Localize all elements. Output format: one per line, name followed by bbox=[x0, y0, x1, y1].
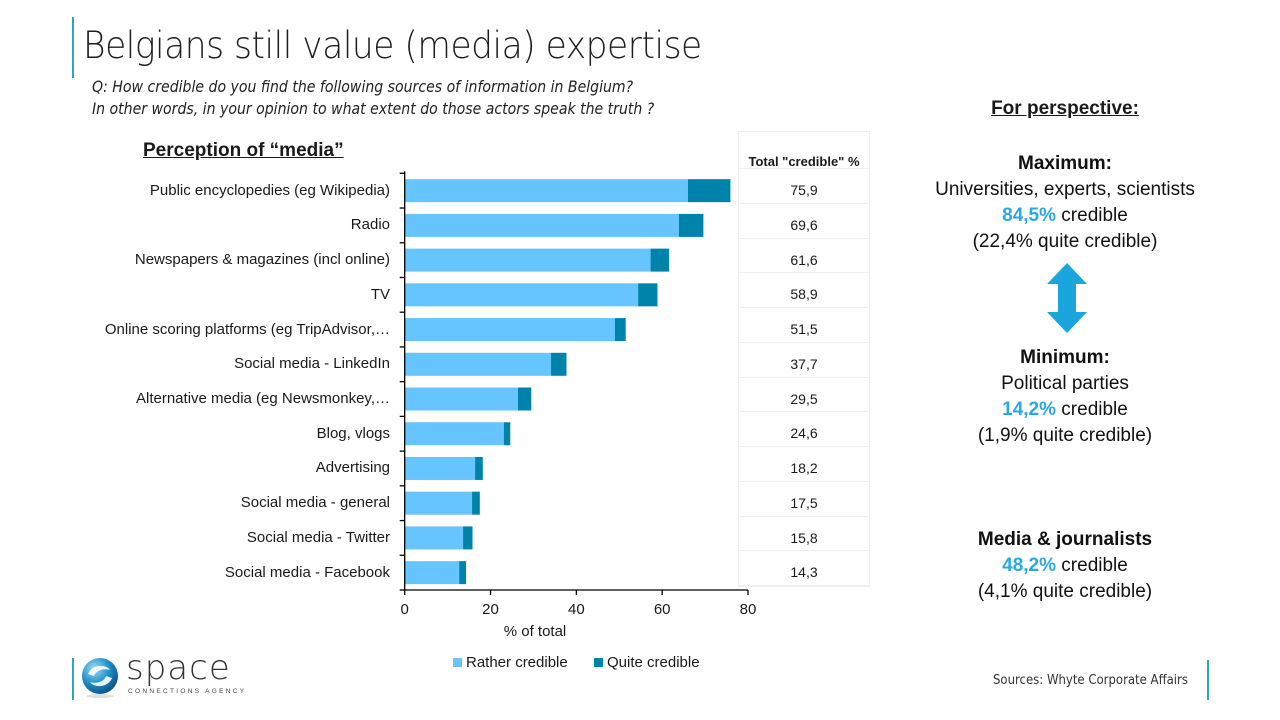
bar-quite-credible bbox=[614, 318, 626, 342]
bar-quite-credible bbox=[475, 456, 483, 480]
media-block: Media & journalists 48,2% credible (4,1%… bbox=[900, 527, 1230, 605]
minimum-subject: Political parties bbox=[1001, 373, 1129, 394]
category-label: Public encyclopedies (eg Wikipedia) bbox=[149, 181, 390, 199]
maximum-pct: 84,5% bbox=[1002, 205, 1057, 226]
double-arrow-icon bbox=[1047, 263, 1087, 333]
x-tick-label: 20 bbox=[482, 601, 499, 618]
totals-table-cell: 37,7 bbox=[739, 343, 869, 378]
perspective-title: For perspective: bbox=[991, 98, 1139, 119]
category-label: Advertising bbox=[315, 459, 390, 477]
category-label: Blog, vlogs bbox=[316, 424, 390, 442]
minimum-block: Minimum: Political parties 14,2% credibl… bbox=[900, 345, 1230, 449]
bar-rather-credible bbox=[404, 456, 476, 480]
title-accent-line bbox=[72, 17, 74, 78]
totals-table-cell: 14,3 bbox=[739, 551, 869, 586]
category-label: Online scoring platforms (eg TripAdvisor… bbox=[104, 320, 390, 338]
minimum-suffix: credible bbox=[1056, 399, 1128, 420]
x-tick-label: 60 bbox=[654, 601, 671, 618]
maximum-credible-line: 84,5% credible bbox=[900, 203, 1230, 229]
media-quite: (4,1% quite credible) bbox=[977, 581, 1153, 602]
x-tick-label: 0 bbox=[401, 601, 409, 618]
bar-quite-credible bbox=[638, 283, 658, 307]
totals-table-body: 75,9 69,6 61,6 58,9 51,5 37,7 29,5 24,6 18,2 17,5… bbox=[739, 169, 869, 586]
totals-table-cell: 61,6 bbox=[739, 239, 869, 274]
category-label: Social media - LinkedIn bbox=[234, 355, 390, 373]
bar-quite-credible bbox=[650, 248, 670, 272]
bar-quite-credible bbox=[678, 213, 704, 237]
maximum-label: Maximum: bbox=[1018, 153, 1112, 174]
minimum-quite: (1,9% quite credible) bbox=[977, 425, 1153, 446]
legend-item-rather-credible: Rather credible bbox=[453, 654, 568, 671]
legend-swatch-quite bbox=[594, 658, 603, 667]
category-label: Social media - Twitter bbox=[246, 528, 390, 546]
bar-rather-credible bbox=[404, 422, 504, 446]
bar-rather-credible bbox=[404, 318, 615, 342]
maximum-block: Maximum: Universities, experts, scientis… bbox=[900, 151, 1230, 255]
bar-rather-credible bbox=[404, 213, 679, 237]
totals-table-cell: 15,8 bbox=[739, 517, 869, 552]
totals-table-header: Total "credible" % bbox=[739, 132, 869, 169]
bar-quite-credible bbox=[517, 387, 532, 411]
media-suffix: credible bbox=[1056, 555, 1128, 576]
totals-table-cell: 51,5 bbox=[739, 308, 869, 343]
category-label: Newspapers & magazines (incl online) bbox=[134, 251, 390, 269]
x-tick-label: 80 bbox=[740, 601, 757, 618]
bar-rather-credible bbox=[404, 491, 473, 515]
x-axis-label: % of total bbox=[503, 623, 567, 640]
totals-table-cell: 24,6 bbox=[739, 412, 869, 447]
logo-tagline: CONNECTIONS AGENCY bbox=[128, 688, 247, 695]
legend-label-quite: Quite credible bbox=[607, 654, 700, 671]
category-label: Social media - Facebook bbox=[224, 563, 390, 581]
source-note: Sources: Whyte Corporate Affairs bbox=[993, 673, 1188, 688]
bar-rather-credible bbox=[404, 179, 688, 203]
totals-table-cell: 17,5 bbox=[739, 482, 869, 517]
bar-rather-credible bbox=[404, 248, 651, 272]
logo-accent-line bbox=[72, 658, 74, 700]
bar-quite-credible bbox=[459, 561, 467, 585]
bar-quite-credible bbox=[551, 352, 567, 376]
question-line-1: Q: How credible do you find the followin… bbox=[92, 77, 634, 96]
legend-swatch-rather bbox=[453, 658, 462, 667]
totals-table-cell: 18,2 bbox=[739, 447, 869, 482]
bar-rather-credible bbox=[404, 387, 518, 411]
bar-quite-credible bbox=[687, 179, 731, 203]
totals-table-cell: 29,5 bbox=[739, 378, 869, 413]
maximum-suffix: credible bbox=[1056, 205, 1128, 226]
category-label: Radio bbox=[350, 216, 390, 234]
question-line-2: In other words, in your opinion to what … bbox=[92, 99, 655, 118]
bar-rather-credible bbox=[404, 283, 639, 307]
totals-table-cell: 58,9 bbox=[739, 273, 869, 308]
category-label: Social media - general bbox=[240, 494, 390, 512]
media-credible-line: 48,2% credible bbox=[900, 553, 1230, 579]
space-logo-icon bbox=[82, 658, 118, 698]
slide-title: Belgians still value (media) expertise bbox=[83, 24, 702, 67]
chart-title: Perception of “media” bbox=[143, 140, 344, 161]
totals-table-cell: 69,6 bbox=[739, 204, 869, 239]
bar-quite-credible bbox=[472, 491, 480, 515]
bar-rather-credible bbox=[404, 526, 464, 550]
source-accent-line bbox=[1207, 660, 1209, 700]
category-label: TV bbox=[370, 285, 390, 303]
bar-quite-credible bbox=[503, 422, 511, 446]
bar-quite-credible bbox=[463, 526, 473, 550]
x-tick-label: 40 bbox=[568, 601, 585, 618]
legend-item-quite-credible: Quite credible bbox=[594, 654, 700, 671]
totals-table: Total "credible" % 75,9 69,6 61,6 58,9 51,5 3… bbox=[738, 131, 870, 587]
bar-rather-credible bbox=[404, 352, 552, 376]
minimum-credible-line: 14,2% credible bbox=[900, 397, 1230, 423]
category-label: Alternative media (eg Newsmonkey,… bbox=[136, 390, 390, 407]
totals-table-cell: 75,9 bbox=[739, 169, 869, 204]
legend-label-rather: Rather credible bbox=[466, 654, 568, 671]
maximum-quite: (22,4% quite credible) bbox=[972, 231, 1158, 252]
maximum-subject: Universities, experts, scientists bbox=[935, 179, 1195, 200]
media-pct: 48,2% bbox=[1002, 555, 1057, 576]
logo-wordmark: space bbox=[126, 648, 231, 688]
media-label: Media & journalists bbox=[977, 529, 1153, 550]
minimum-label: Minimum: bbox=[1020, 347, 1110, 368]
bar-rather-credible bbox=[404, 561, 460, 585]
minimum-pct: 14,2% bbox=[1002, 399, 1057, 420]
